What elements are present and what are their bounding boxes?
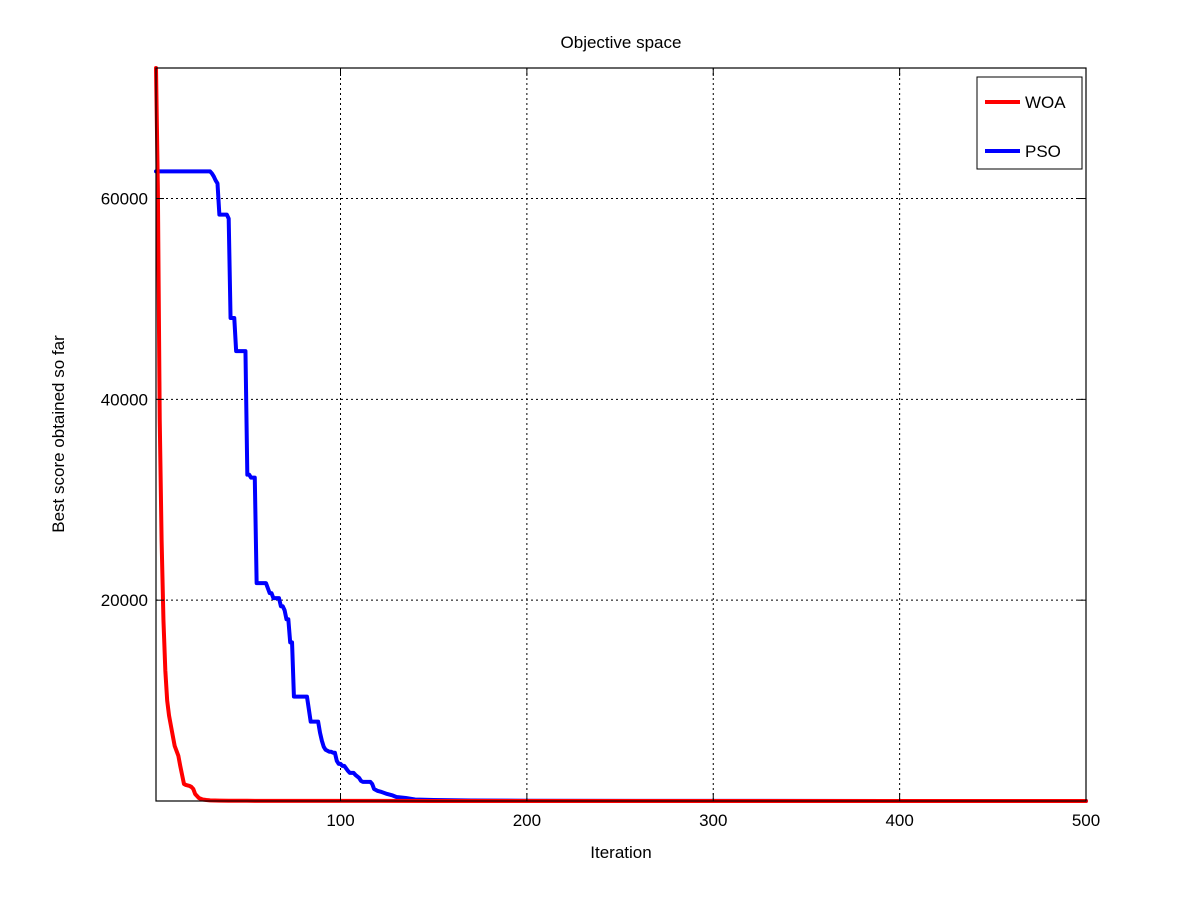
x-axis-label: Iteration: [590, 843, 651, 862]
axis-ticks: [156, 68, 1087, 801]
plot-area: [156, 68, 1086, 801]
series-line-pso: [154, 169, 1088, 803]
y-tick-labels: 20000 40000 60000: [101, 190, 148, 611]
x-tick-label: 500: [1072, 811, 1100, 830]
x-tick-label: 200: [513, 811, 541, 830]
x-tick-label: 100: [326, 811, 354, 830]
legend-label-pso: PSO: [1025, 142, 1061, 161]
plot-frame: [155, 67, 1087, 802]
legend-label-woa: WOA: [1025, 93, 1066, 112]
x-tick-label: 400: [885, 811, 913, 830]
y-tick-label: 40000: [101, 390, 148, 409]
y-tick-label: 60000: [101, 190, 148, 209]
x-tick-labels: 100 200 300 400 500: [326, 811, 1100, 830]
y-tick-label: 20000: [101, 591, 148, 610]
x-tick-label: 300: [699, 811, 727, 830]
y-axis-label: Best score obtained so far: [49, 335, 68, 533]
chart-title: Objective space: [561, 33, 682, 52]
legend-box: [976, 76, 1083, 170]
legend: WOA PSO: [976, 76, 1083, 170]
